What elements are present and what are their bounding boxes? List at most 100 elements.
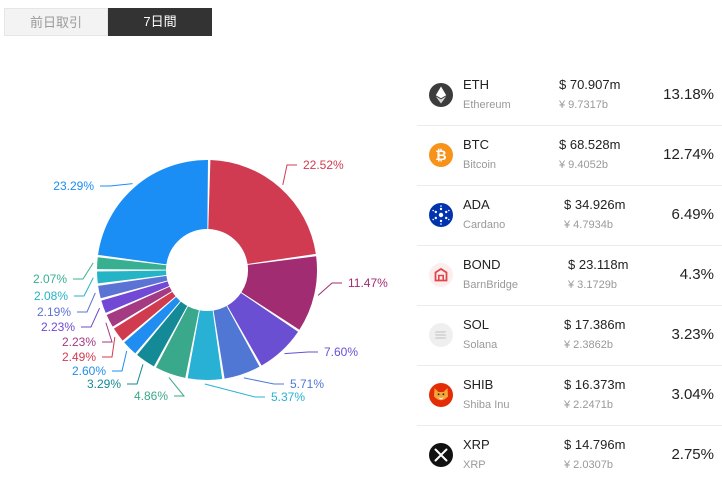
donut-slice[interactable] (97, 270, 167, 284)
usd-volume: $ 14.796m (564, 437, 626, 452)
coin-row-sol[interactable]: SOL Solana $ 17.386m ¥ 2.3862b 3.23% (417, 306, 722, 366)
donut-slice[interactable] (227, 293, 299, 366)
jpy-volume: ¥ 4.7934b (564, 219, 613, 231)
svg-text:₿: ₿ (435, 148, 446, 164)
coin-name: Bitcoin (463, 159, 497, 171)
slice-percent-label: 2.23% (62, 335, 96, 349)
slice-percent-label: 5.37% (271, 390, 305, 404)
coin-name: Shiba Inu (463, 399, 510, 411)
coin-symbol: ADA (463, 197, 490, 212)
slice-percent-label: 7.60% (324, 345, 358, 359)
volume-share: 3.04% (671, 386, 714, 403)
donut-slice[interactable] (155, 306, 199, 378)
donut-slice[interactable] (97, 257, 167, 270)
volume-share: 4.3% (679, 266, 714, 283)
label-leader-line (168, 377, 186, 397)
label-leader-line (282, 164, 297, 185)
coin-row-eth[interactable]: ETH Ethereum $ 70.907m ¥ 9.7317b 13.18% (417, 66, 722, 126)
label-leader-line (100, 183, 133, 187)
slice-percent-label: 2.49% (62, 350, 96, 364)
donut-slice[interactable] (106, 286, 172, 327)
jpy-volume: ¥ 9.7317b (559, 99, 608, 111)
label-leader-line (284, 351, 318, 355)
shiba-inu-icon (429, 383, 453, 407)
coin-symbol: XRP (463, 437, 490, 452)
slice-percent-label: 23.29% (53, 179, 94, 193)
ethereum-icon (429, 83, 453, 107)
slice-percent-label: 2.60% (72, 364, 106, 378)
volume-share: 3.23% (671, 326, 714, 343)
coin-name: Solana (463, 339, 498, 351)
slice-percent-label: 2.23% (41, 320, 75, 334)
donut-slice[interactable] (241, 256, 317, 330)
jpy-volume: ¥ 9.4052b (559, 159, 608, 171)
slice-percent-label: 22.52% (303, 158, 344, 172)
xrp-icon (429, 443, 453, 467)
slice-percent-label: 3.29% (87, 377, 121, 391)
coin-symbol: BTC (463, 137, 489, 152)
coin-row-bond[interactable]: BOND BarnBridge $ 23.118m ¥ 3.1729b 4.3% (417, 246, 722, 306)
coin-symbol: BOND (463, 257, 501, 272)
coin-symbol: SOL (463, 317, 490, 332)
slice-percent-label: 2.19% (37, 305, 71, 319)
slice-percent-label: 4.86% (134, 389, 168, 403)
usd-volume: $ 70.907m (559, 77, 621, 92)
donut-slice[interactable] (187, 310, 223, 380)
label-leader-line (102, 322, 113, 343)
donut-slice[interactable] (98, 275, 168, 299)
usd-volume: $ 23.118m (568, 257, 629, 272)
slice-percent-label: 11.47% (348, 276, 388, 290)
volume-share: 2.75% (671, 446, 714, 463)
coin-symbol: ETH (463, 77, 489, 92)
donut-slice[interactable] (213, 306, 260, 379)
donut-slice[interactable] (98, 160, 208, 265)
coin-name: Ethereum (463, 99, 511, 111)
label-leader-line (204, 383, 265, 398)
usd-volume: $ 16.373m (564, 377, 626, 392)
label-leader-line (102, 337, 116, 358)
volume-share: 6.49% (671, 206, 714, 223)
jpy-volume: ¥ 2.3862b (564, 339, 613, 351)
donut-slice[interactable] (208, 160, 316, 265)
volume-share: 13.18% (663, 86, 714, 103)
jpy-volume: ¥ 2.2471b (564, 399, 613, 411)
coin-name: Cardano (463, 219, 506, 231)
label-leader-line (317, 282, 342, 296)
label-leader-line (243, 377, 284, 385)
donut-slice[interactable] (101, 281, 170, 313)
tab-7-days[interactable]: 7日間 (108, 8, 212, 36)
slice-percent-label: 2.07% (33, 272, 67, 286)
label-leader-line (127, 364, 144, 385)
coin-row-btc[interactable]: ₿ BTC Bitcoin $ 68.528m ¥ 9.4052b 12.74% (417, 126, 722, 186)
label-leader-line (73, 262, 94, 280)
usd-volume: $ 17.386m (564, 317, 626, 332)
coin-row-shib[interactable]: SHIB Shiba Inu $ 16.373m ¥ 2.2471b 3.04% (417, 366, 722, 426)
volume-share: 12.74% (663, 146, 714, 163)
coin-name: XRP (463, 459, 486, 471)
cardano-icon (429, 203, 453, 227)
usd-volume: $ 34.926m (564, 197, 626, 212)
label-leader-line (74, 277, 94, 297)
donut-slice[interactable] (137, 301, 188, 367)
slice-percent-label: 2.08% (34, 289, 68, 303)
usd-volume: $ 68.528m (559, 137, 621, 152)
coin-row-ada[interactable]: ADA Cardano $ 34.926m ¥ 4.7934b 6.49% (417, 186, 722, 246)
period-tabs: 前日取引 7日間 (4, 8, 212, 36)
label-leader-line (81, 307, 101, 328)
bitcoin-icon: ₿ (429, 143, 453, 167)
coin-list: ETH Ethereum $ 70.907m ¥ 9.7317b 13.18% … (417, 66, 722, 486)
label-leader-line (112, 350, 128, 372)
coin-name: BarnBridge (463, 279, 519, 291)
barnbridge-icon (429, 263, 453, 287)
donut-slice[interactable] (124, 296, 181, 354)
solana-icon (429, 323, 453, 347)
label-leader-line (77, 292, 96, 313)
tab-previous-day[interactable]: 前日取引 (4, 8, 108, 36)
jpy-volume: ¥ 2.0307b (564, 459, 613, 471)
coin-row-xrp[interactable]: XRP XRP $ 14.796m ¥ 2.0307b 2.75% (417, 426, 722, 486)
coin-symbol: SHIB (463, 377, 494, 392)
volume-share-donut-chart: 22.52% 11.47% 7.60% 5.71%5.37% 4.86% 3.29%2.6… (33, 158, 388, 404)
donut-slice[interactable] (113, 291, 176, 341)
jpy-volume: ¥ 3.1729b (568, 279, 617, 291)
slice-percent-label: 5.71% (290, 377, 324, 391)
